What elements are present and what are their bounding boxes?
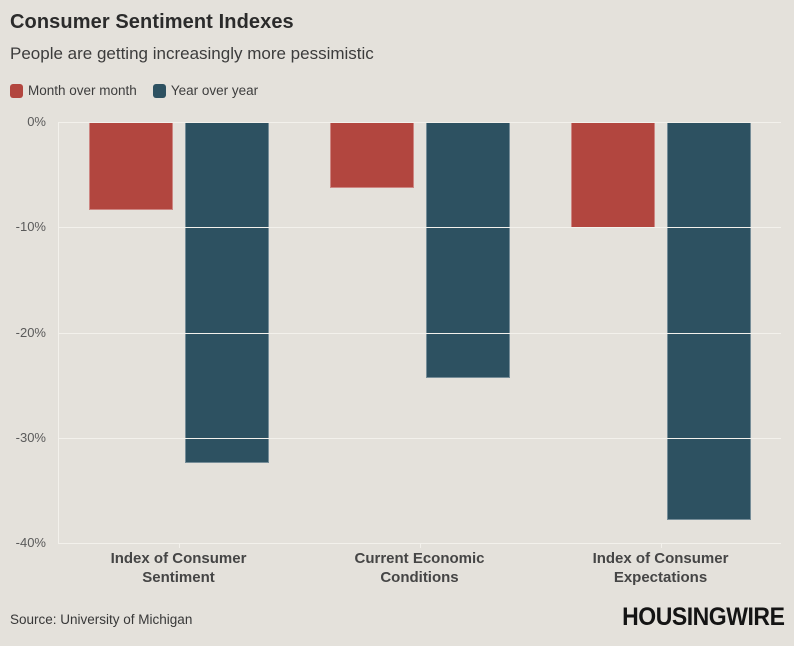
source-note: Source: University of Michigan — [10, 612, 193, 627]
legend-swatch-teal-icon — [152, 83, 166, 98]
plot-area — [58, 122, 781, 548]
x-label-index-of-consumer-expectations: Index of Consumer Expectations — [592, 550, 729, 586]
legend-item-month-over-month[interactable]: Month over month — [10, 83, 137, 98]
bar-month-over-month-current-economic-conditions[interactable] — [329, 122, 414, 189]
gridline-0- — [58, 122, 781, 123]
legend: Month over month Year over year — [10, 83, 258, 98]
x-label-index-of-consumer-sentiment: Index of Consumer Sentiment — [110, 550, 247, 586]
y-tick-label--30-: -30% — [15, 429, 46, 445]
bar-year-over-year-index-of-consumer-expectations[interactable] — [666, 122, 751, 520]
housingwire-logo: HOUSINGWIRE — [621, 603, 785, 631]
x-tick-index-of-consumer-sentiment — [178, 543, 180, 548]
legend-item-year-over-year[interactable]: Year over year — [152, 83, 259, 98]
y-tick-label--40-: -40% — [15, 535, 46, 550]
x-tick-current-economic-conditions — [419, 543, 421, 548]
y-tick-label--10-: -10% — [15, 219, 46, 235]
y-tick-label-0-: 0% — [27, 114, 46, 129]
gridline--10- — [58, 227, 781, 229]
gridline--20- — [58, 332, 781, 334]
x-axis-labels: Index of Consumer Sentiment Current Econo… — [58, 549, 781, 587]
bar-group-index-of-consumer-sentiment — [58, 122, 299, 543]
bar-month-over-month-index-of-consumer-sentiment[interactable] — [88, 122, 173, 211]
chart-subtitle: People are getting increasingly more pes… — [10, 44, 374, 63]
legend-swatch-red-icon — [10, 83, 23, 98]
x-label-current-economic-conditions: Current Economic Conditions — [354, 550, 485, 586]
bar-groups — [58, 122, 781, 543]
gridline--30- — [58, 437, 781, 439]
bar-group-current-economic-conditions — [299, 122, 540, 543]
legend-label: Month over month — [28, 83, 137, 98]
legend-label: Year over year — [170, 83, 259, 98]
bar-year-over-year-index-of-consumer-sentiment[interactable] — [184, 122, 269, 463]
footer: Source: University of Michigan HOUSINGWI… — [0, 600, 794, 640]
bar-year-over-year-current-economic-conditions[interactable] — [425, 122, 510, 378]
chart-title: Consumer Sentiment Indexes — [10, 11, 294, 33]
bar-group-index-of-consumer-expectations — [540, 122, 781, 543]
bar-month-over-month-index-of-consumer-expectations[interactable] — [570, 122, 655, 229]
x-tick-index-of-consumer-expectations — [660, 543, 662, 548]
y-tick-label--20-: -20% — [15, 324, 46, 340]
